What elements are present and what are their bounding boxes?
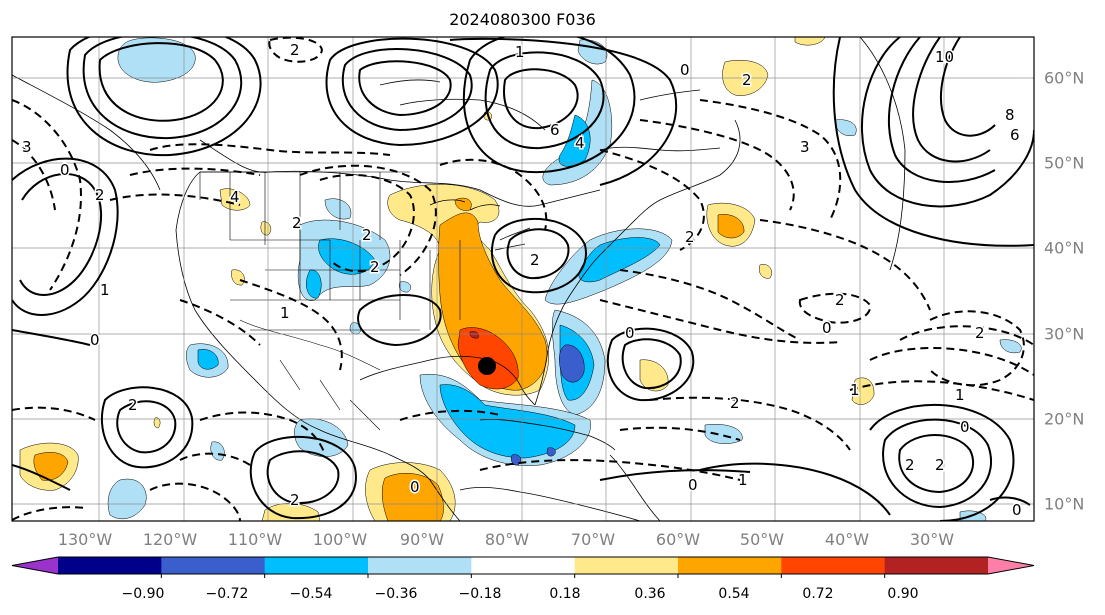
- storm-center-dot: [478, 357, 496, 375]
- contour-label: 2: [370, 258, 380, 276]
- solid-contours: [12, 37, 1034, 521]
- contour-label: 2: [362, 226, 372, 244]
- lon-label: 80°W: [484, 530, 530, 549]
- contour-label: 2: [290, 41, 300, 59]
- colorbar-tick-label: 0.18: [549, 586, 581, 602]
- contour-label: 4: [230, 188, 240, 206]
- colorbar-tick-label: −0.36: [374, 586, 418, 602]
- contour-label: 2: [905, 456, 915, 474]
- contour-label: 6: [550, 121, 560, 139]
- contour-label: 2: [292, 214, 302, 232]
- lat-label: 60°N: [1044, 68, 1085, 88]
- lat-label: 10°N: [1044, 494, 1085, 514]
- colorbar-tick-label: −0.72: [205, 586, 249, 602]
- colorbar-segment: [161, 557, 266, 574]
- contour-label: 0: [625, 324, 635, 342]
- contour-label: 1: [515, 43, 525, 61]
- contour-label: 0: [822, 319, 832, 337]
- contour-label: 2: [530, 251, 540, 269]
- contour-label: 3: [800, 138, 810, 156]
- lon-label: 110°W: [227, 530, 283, 549]
- lon-label: 90°W: [399, 530, 445, 549]
- colorbar-tick-label: −0.90: [121, 586, 165, 602]
- colorbar-outline: [11, 556, 1035, 575]
- lon-label: 70°W: [570, 530, 616, 549]
- colorbar-segment: [884, 557, 989, 574]
- colorbar-segment: [368, 557, 472, 574]
- lon-label: 30°W: [909, 530, 955, 549]
- colorbar-extend-low: [12, 557, 58, 574]
- contour-label: 2: [730, 394, 740, 412]
- lon-label: 50°W: [739, 530, 785, 549]
- colorbar: [11, 556, 1035, 578]
- contour-label: 1: [100, 281, 110, 299]
- map-title: 2024080300 F036: [449, 10, 596, 29]
- contour-label: 0: [410, 478, 420, 496]
- contour-label: 2: [290, 491, 300, 509]
- contour-label: 2: [935, 456, 945, 474]
- colorbar-tick-label: 0.90: [887, 586, 919, 602]
- colorbar-segment: [678, 557, 782, 574]
- colorbar-tick-label: −0.18: [458, 586, 502, 602]
- contour-label: 0: [960, 418, 970, 436]
- contour-label: 3: [22, 138, 32, 156]
- contour-label: 0: [60, 161, 70, 179]
- lon-label: 120°W: [142, 530, 198, 549]
- colorbar-extend-high: [988, 557, 1034, 574]
- contour-label: 2: [95, 186, 105, 204]
- contour-label: 2: [835, 291, 845, 309]
- colorbar-segment: [471, 557, 576, 574]
- colorbar-tick-label: 0.36: [634, 586, 666, 602]
- contour-label: 2: [685, 228, 695, 246]
- map-frame: [11, 36, 1035, 522]
- contour-label: 2: [128, 396, 138, 414]
- lon-label: 60°W: [655, 530, 701, 549]
- contour-label: 10: [935, 48, 954, 66]
- colorbar-tick-label: 0.72: [802, 586, 834, 602]
- lat-label: 50°N: [1044, 153, 1085, 173]
- contour-label: 0: [90, 331, 100, 349]
- colorbar-tick-label: −0.54: [289, 586, 333, 602]
- colorbar-segment: [574, 557, 679, 574]
- contour-label: 2: [975, 324, 985, 342]
- contour-label: 4: [575, 134, 585, 152]
- colorbar-segment: [781, 557, 886, 574]
- lat-label: 30°N: [1044, 324, 1085, 344]
- contour-label: 1: [955, 386, 965, 404]
- colorbar-tick-label: 0.54: [718, 586, 750, 602]
- lat-label: 20°N: [1044, 409, 1085, 429]
- colorbar-segment: [264, 557, 369, 574]
- state-borders: [199, 171, 461, 431]
- colorbar-segment: [58, 557, 162, 574]
- contour-label: 1: [280, 304, 290, 322]
- neg-patch-pacific-nw: [117, 37, 196, 83]
- lon-label: 130°W: [57, 530, 113, 549]
- lat-label: 40°N: [1044, 238, 1085, 258]
- lon-label: 40°W: [824, 530, 870, 549]
- neg-patch-dark-core: [559, 344, 585, 383]
- contour-labels: 2 3 4 6 0 1 2 3 2 2 0 10 8 6 2 4 2 0 2 2…: [21, 40, 1024, 521]
- contour-label: 2: [742, 71, 752, 89]
- contour-label: 0: [688, 476, 698, 494]
- contour-label: 0: [1012, 501, 1022, 519]
- contour-label: 1: [850, 381, 860, 399]
- lon-label: 100°W: [312, 530, 368, 549]
- contour-label: 8: [1005, 106, 1015, 124]
- contour-label: 1: [738, 471, 748, 489]
- dashed-contours: [12, 37, 1034, 521]
- contour-label: 6: [1010, 126, 1020, 144]
- contour-label: 0: [680, 61, 690, 79]
